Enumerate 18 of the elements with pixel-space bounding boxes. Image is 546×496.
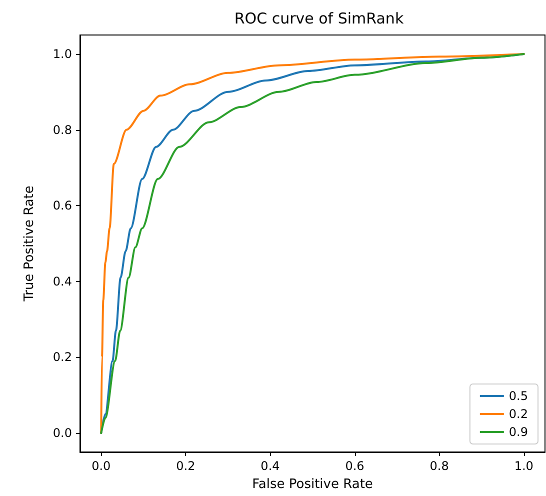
x-tick-label: 0.2 — [176, 459, 196, 473]
chart-title: ROC curve of SimRank — [234, 10, 404, 28]
x-tick-label: 0.4 — [260, 459, 280, 473]
y-tick-label: 0.2 — [52, 350, 72, 364]
y-tick-label: 0.4 — [52, 274, 72, 288]
legend-label: 0.5 — [508, 389, 528, 403]
y-axis-title: True Positive Rate — [22, 186, 37, 302]
x-tick-label: 0.8 — [430, 459, 449, 473]
x-tick-label: 0.0 — [92, 459, 111, 473]
legend-label: 0.9 — [508, 425, 528, 439]
y-tick-label: 0.0 — [52, 426, 72, 440]
x-tick-label: 1.0 — [514, 459, 534, 473]
y-tick-label: 1.0 — [52, 46, 72, 61]
y-tick-label: 0.8 — [52, 122, 72, 137]
y-tick-label: 0.6 — [52, 198, 72, 213]
x-tick-label: 0.6 — [345, 459, 364, 473]
legend-label: 0.2 — [508, 407, 528, 421]
x-axis-title: False Positive Rate — [252, 477, 373, 492]
